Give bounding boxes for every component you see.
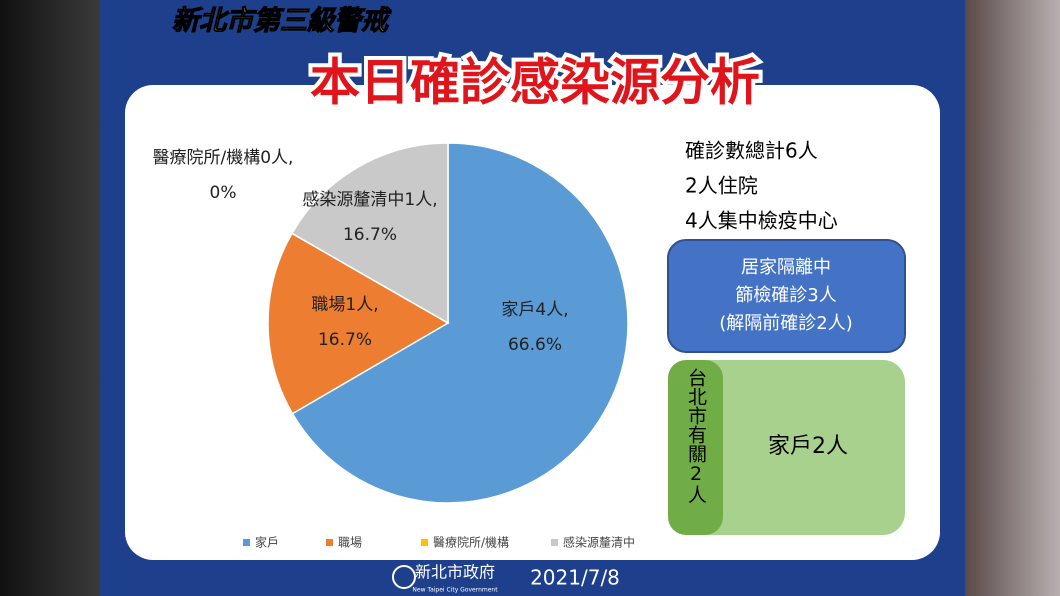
legend-label: 醫療院所/機構 bbox=[433, 535, 509, 550]
summary-line: 2人住院 bbox=[685, 174, 758, 198]
data-label: 感染源釐清中1人, bbox=[302, 190, 437, 210]
pie-slice bbox=[267, 232, 450, 415]
data-label: 醫療院所/機構0人, bbox=[153, 148, 294, 168]
quarantine-line: 居家隔離中 bbox=[741, 257, 831, 278]
footer: 新北市政府 New Taipei City Government 2021/7/… bbox=[392, 563, 620, 594]
legend-label: 職場 bbox=[338, 536, 362, 550]
value-label: 16.7% bbox=[318, 330, 372, 350]
taipei-strip bbox=[668, 360, 723, 535]
pie-slice bbox=[290, 142, 449, 325]
logo bbox=[392, 565, 416, 589]
org: 新北市政府 bbox=[415, 563, 495, 582]
legend-swatch bbox=[326, 539, 333, 546]
taipei-label: 台北市有關2人 bbox=[685, 368, 707, 504]
taipei-detail: 家戶2人 bbox=[768, 434, 848, 459]
taipei-box bbox=[668, 360, 905, 535]
title: 本日確診感染源分析 bbox=[310, 54, 760, 112]
pie-slice bbox=[291, 142, 629, 504]
org-en: New Taipei City Government bbox=[412, 587, 498, 594]
summary-line: 4人集中檢疫中心 bbox=[685, 209, 838, 233]
value-label: 0% bbox=[210, 183, 237, 203]
legend-swatch bbox=[243, 539, 250, 546]
subtitle: 新北市第三級警戒 bbox=[172, 6, 392, 37]
quarantine-line: (解隔前確診2人) bbox=[719, 313, 853, 334]
summary-line: 確診數總計6人 bbox=[685, 139, 818, 163]
left-backdrop bbox=[0, 0, 100, 596]
value-label: 66.6% bbox=[508, 335, 562, 355]
date: 2021/7/8 bbox=[530, 566, 620, 590]
summary: 確診數總計6人 2人住院 4人集中檢疫中心 bbox=[685, 139, 838, 233]
quarantine-box bbox=[667, 239, 906, 353]
legend-label: 家戶 bbox=[255, 535, 279, 550]
right-backdrop bbox=[965, 0, 1060, 596]
value-label: 16.7% bbox=[343, 225, 397, 245]
legend-label: 感染源釐清中 bbox=[563, 535, 635, 550]
legend-swatch bbox=[421, 539, 428, 546]
quarantine-line: 篩檢確診3人 bbox=[735, 285, 836, 306]
data-label: 家戶4人, bbox=[501, 300, 568, 320]
legend-swatch bbox=[551, 539, 558, 546]
data-label: 職場1人, bbox=[311, 295, 378, 315]
pie-chart: 家戶4人, 66.6% 職場1人, 16.7% 醫療院所/機構0人, 0% 感染源釐清中1人… bbox=[153, 142, 635, 550]
